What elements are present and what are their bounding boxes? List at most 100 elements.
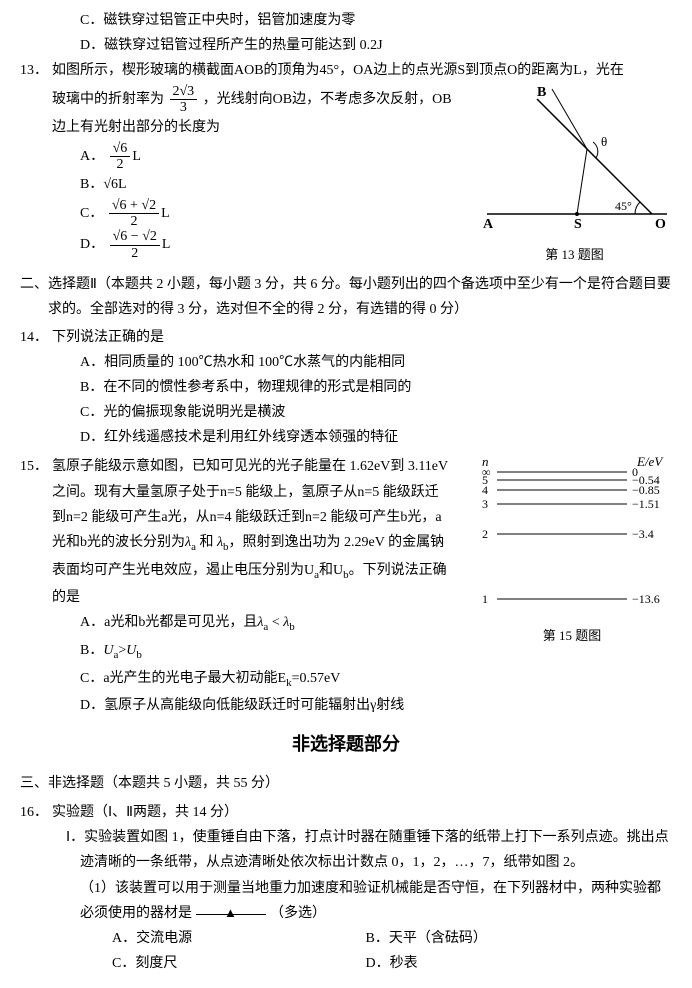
fraction: √6 + √2 2 [109,198,159,230]
sub: b [136,649,142,661]
q16-opt-b: B．天平（含砝码） [366,931,487,946]
section-3-heading: 三、非选择题（本题共 5 小题，共 55 分） [20,771,672,796]
opt-label: C． [80,666,103,691]
angle-45: 45° [615,199,632,213]
q14-opt-a: A．相同质量的 100℃热水和 100℃水蒸气的内能相同 [52,350,672,375]
opt-label: B． [80,375,103,400]
text: =0.57eV [292,671,341,686]
text: 和U [319,563,343,578]
text: 刻度尺 [135,956,177,971]
text: 和 [196,535,217,550]
opt-label: A． [80,610,104,635]
sub: b [289,621,295,633]
denominator: 3 [170,100,198,115]
q16-stem: 实验题（Ⅰ、Ⅱ两题，共 14 分） [52,800,672,825]
text: 光的偏振现象能说明光是横波 [103,405,285,420]
fraction: √6 − √2 2 [110,229,160,261]
level-n: 2 [482,527,488,541]
q16-opt-d: D．秒表 [366,956,418,971]
text: L [132,149,141,164]
question-14: 14． 下列说法正确的是 A．相同质量的 100℃热水和 100℃水蒸气的内能相… [20,325,672,451]
q16-part1: Ⅰ．实验装置如图 1，使重锤自由下落，打点计时器在随重锤下落的纸带上打下一系列点… [66,825,672,875]
opt-label: B． [80,638,103,663]
q15-opt-d: D．氢原子从高能级向低能级跃迁时可能辐射出γ射线 [52,693,672,718]
level-e: −3.4 [632,527,654,541]
text: （多选） [270,906,326,921]
q16-sub1: （1）该装置可以用于测量当地重力加速度和验证机械能是否守恒，在下列器材中，两种实… [66,876,672,926]
q16-opt-c: C．刻度尺 [112,951,362,976]
q15-opt-c: C．a光产生的光电子最大初动能Ek=0.57eV [52,666,672,694]
opt-text: 磁铁穿过铝管正中央时，铝管加速度为零 [103,13,355,28]
opt-label: C． [112,951,135,976]
text: 在不同的惯性参考系中，物理规律的形式是相同的 [103,380,411,395]
level-e: −1.51 [632,497,660,511]
numerator: 2√3 [170,84,198,100]
q16-opts-row1: A．交流电源 B．天平（含砝码） [52,926,672,951]
q-number: 14． [20,325,52,451]
denominator: 2 [110,157,131,172]
question-13: 13． 如图所示，楔形玻璃的横截面AOB的顶角为45°，OA边上的点光源S到顶点… [20,58,672,266]
q15-figure: n E/eV ∞ 0 5 −0.54 4 −0.85 3 −1.51 [472,454,672,647]
q12-opt-c: C．磁铁穿过铝管正中央时，铝管加速度为零 [20,8,672,33]
text: 天平（含砝码） [389,931,487,946]
theta-label: θ [601,134,607,149]
q14-stem: 下列说法正确的是 [52,325,672,350]
opt-label: C． [80,8,103,33]
fraction: 2√3 3 [170,84,198,116]
fraction: √6 2 [110,141,131,173]
numerator: √6 [110,141,131,157]
text: ，光线射向OB边，不考虑多次反射，OB [203,92,452,107]
q16-opt-a: A．交流电源 [112,926,362,951]
point-s: S [574,217,582,232]
numerator: √6 + √2 [109,198,159,214]
q14-opt-d: D．红外线遥感技术是利用红外线穿透本领强的特征 [52,425,672,450]
point-b: B [537,85,546,100]
text: L [161,206,170,221]
text: 二、选择题Ⅱ（本题共 2 小题，每小题 3 分，共 6 分。每小题列出的四个备选… [20,277,671,317]
q16-opts-row2: C．刻度尺 D．秒表 [52,951,672,976]
q13-stem-line1: 如图所示，楔形玻璃的横截面AOB的顶角为45°，OA边上的点光源S到顶点O的距离… [52,58,672,83]
denominator: 2 [110,246,160,261]
level-n: 3 [482,497,488,511]
text: < [268,615,283,630]
text: 光和b光的波长分别为 [52,535,185,550]
text: 红外线遥感技术是利用红外线穿透本领强的特征 [104,430,398,445]
q13-figure: θ B A S O 45° 第 13 题图 [477,84,672,267]
text: 交流电源 [136,931,192,946]
fig-caption: 第 15 题图 [472,624,672,647]
blank-mark: ▲ [224,905,237,920]
level-n: 4 [482,483,488,497]
point-a: A [483,217,494,232]
opt-label: D． [366,951,390,976]
question-16: 16． 实验题（Ⅰ、Ⅱ两题，共 14 分） Ⅰ．实验装置如图 1，使重锤自由下落… [20,800,672,976]
text: 秒表 [390,956,418,971]
opt-text: 磁铁穿过铝管过程所产生的热量可能达到 0.2J [104,38,382,53]
text: 氢原子从高能级向低能级跃迁时可能辐射出γ射线 [104,698,404,713]
level-e: −0.85 [632,483,660,497]
text: a光和b光都是可见光，且 [104,615,257,630]
numerator: √6 − √2 [110,229,160,245]
text: √6L [103,177,126,192]
text: 玻璃中的折射率为 [52,92,164,107]
text: 表面均可产生光电效应，遏止电压分别为U [52,563,314,578]
text: 相同质量的 100℃热水和 100℃水蒸气的内能相同 [104,355,405,370]
opt-label: A． [80,350,104,375]
point-o: O [655,217,666,232]
fig-caption: 第 13 题图 [477,243,672,266]
opt-label: B． [366,926,389,951]
u: U [103,643,113,658]
opt-label: A． [112,926,136,951]
section-2-heading: 二、选择题Ⅱ（本题共 2 小题，每小题 3 分，共 6 分。每小题列出的四个备选… [20,272,672,322]
opt-label: D． [80,232,104,257]
q12-opt-d: D．磁铁穿过铝管过程所产生的热量可能达到 0.2J [20,33,672,58]
denominator: 2 [109,214,159,229]
level-n: 1 [482,592,488,606]
text: L [162,237,171,252]
q14-opt-b: B．在不同的惯性参考系中，物理规律的形式是相同的 [52,375,672,400]
text: ，照射到逸出功为 2.29eV 的金属钠 [229,535,445,550]
q-number: 15． [20,454,52,718]
text: a光产生的光电子最大初动能E [103,671,286,686]
q14-opt-c: C．光的偏振现象能说明光是横波 [52,400,672,425]
opt-label: D． [80,33,104,58]
question-15: 15． n E/eV ∞ 0 5 −0.54 4 −0.85 3 [20,454,672,718]
